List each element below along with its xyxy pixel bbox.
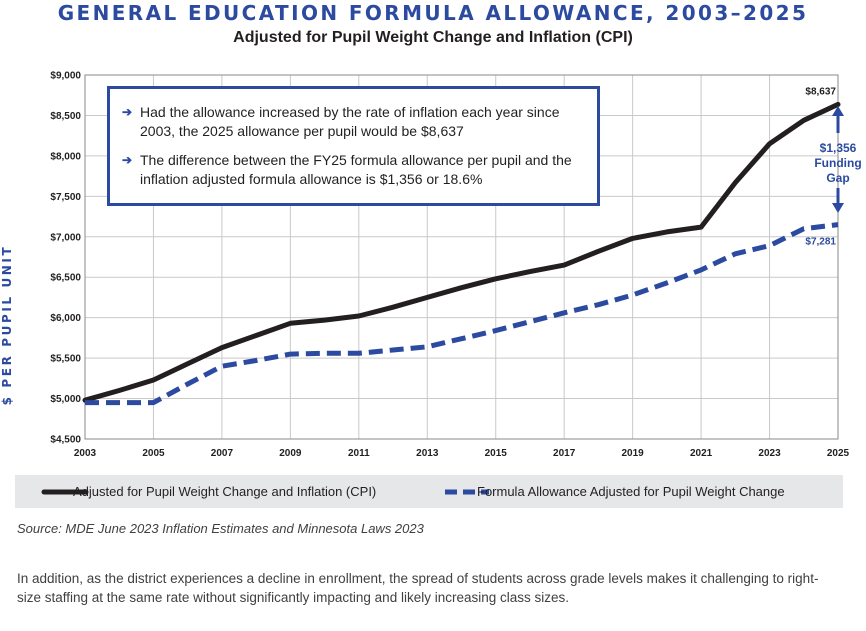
callout-item: ➔ The difference between the FY25 formul… xyxy=(122,151,587,189)
chart-legend: Adjusted for Pupil Weight Change and Inf… xyxy=(15,475,843,508)
arrow-right-icon: ➔ xyxy=(122,105,133,119)
y-tick-label: $9,000 xyxy=(50,71,81,82)
x-tick-label: 2025 xyxy=(827,448,850,459)
callout-text: Had the allowance increased by the rate … xyxy=(140,104,560,139)
end-value-label-top: $8,637 xyxy=(805,86,836,97)
end-value-label-bottom: $7,281 xyxy=(805,237,836,248)
source-note: Source: MDE June 2023 Inflation Estimate… xyxy=(17,521,424,536)
x-tick-label: 2015 xyxy=(485,448,508,459)
x-tick-label: 2017 xyxy=(553,448,576,459)
x-tick-label: 2003 xyxy=(74,448,97,459)
gap-amount-label: $1,356 xyxy=(820,141,857,155)
legend-swatch-solid xyxy=(41,489,89,495)
y-tick-label: $7,500 xyxy=(50,192,81,203)
gap-arrow-down-icon xyxy=(832,203,844,213)
body-paragraph: In addition, as the district experiences… xyxy=(17,571,819,605)
y-tick-label: $6,000 xyxy=(50,313,81,324)
x-tick-label: 2023 xyxy=(758,448,781,459)
x-tick-label: 2013 xyxy=(416,448,439,459)
x-tick-label: 2021 xyxy=(690,448,713,459)
y-tick-label: $6,500 xyxy=(50,273,81,284)
x-tick-label: 2019 xyxy=(622,448,645,459)
line-chart: $4,500 $5,000 $5,500 $6,000 $6,500 $7,000 $7,5… xyxy=(50,71,861,460)
legend-label-inflation: Adjusted for Pupil Weight Change and Inf… xyxy=(73,484,377,499)
series-line-inflation xyxy=(82,101,841,403)
x-tick-label: 2005 xyxy=(142,448,165,459)
legend-label-formula: Formula Allowance Adjusted for Pupil Wei… xyxy=(477,484,785,499)
y-tick-label: $4,500 xyxy=(50,435,81,446)
y-tick-label: $5,000 xyxy=(50,394,81,405)
chart-title: GENERAL EDUCATION FORMULA ALLOWANCE, 200… xyxy=(57,1,809,25)
gap-arrow-up-icon xyxy=(832,106,844,116)
series-line-formula xyxy=(85,222,839,406)
callout-item: ➔ Had the allowance increased by the rat… xyxy=(122,103,587,141)
y-tick-label: $7,000 xyxy=(50,232,81,243)
y-tick-label: $8,500 xyxy=(50,111,81,122)
callout-text: The difference between the FY25 formula … xyxy=(140,152,572,187)
chart-subtitle: Adjusted for Pupil Weight Change and Inf… xyxy=(233,29,633,46)
x-tick-label: 2009 xyxy=(279,448,302,459)
x-tick-label: 2007 xyxy=(211,448,234,459)
arrow-right-icon: ➔ xyxy=(122,153,133,167)
y-tick-label: $8,000 xyxy=(50,151,81,162)
gap-label-funding: Funding xyxy=(814,156,861,170)
x-tick-label: 2011 xyxy=(348,448,370,459)
plot-frame xyxy=(84,74,839,440)
gap-label-gap: Gap xyxy=(826,171,849,185)
callout-box: ➔ Had the allowance increased by the rat… xyxy=(107,86,600,206)
legend-swatch-dashed xyxy=(445,489,489,495)
y-tick-label: $5,500 xyxy=(50,354,81,365)
